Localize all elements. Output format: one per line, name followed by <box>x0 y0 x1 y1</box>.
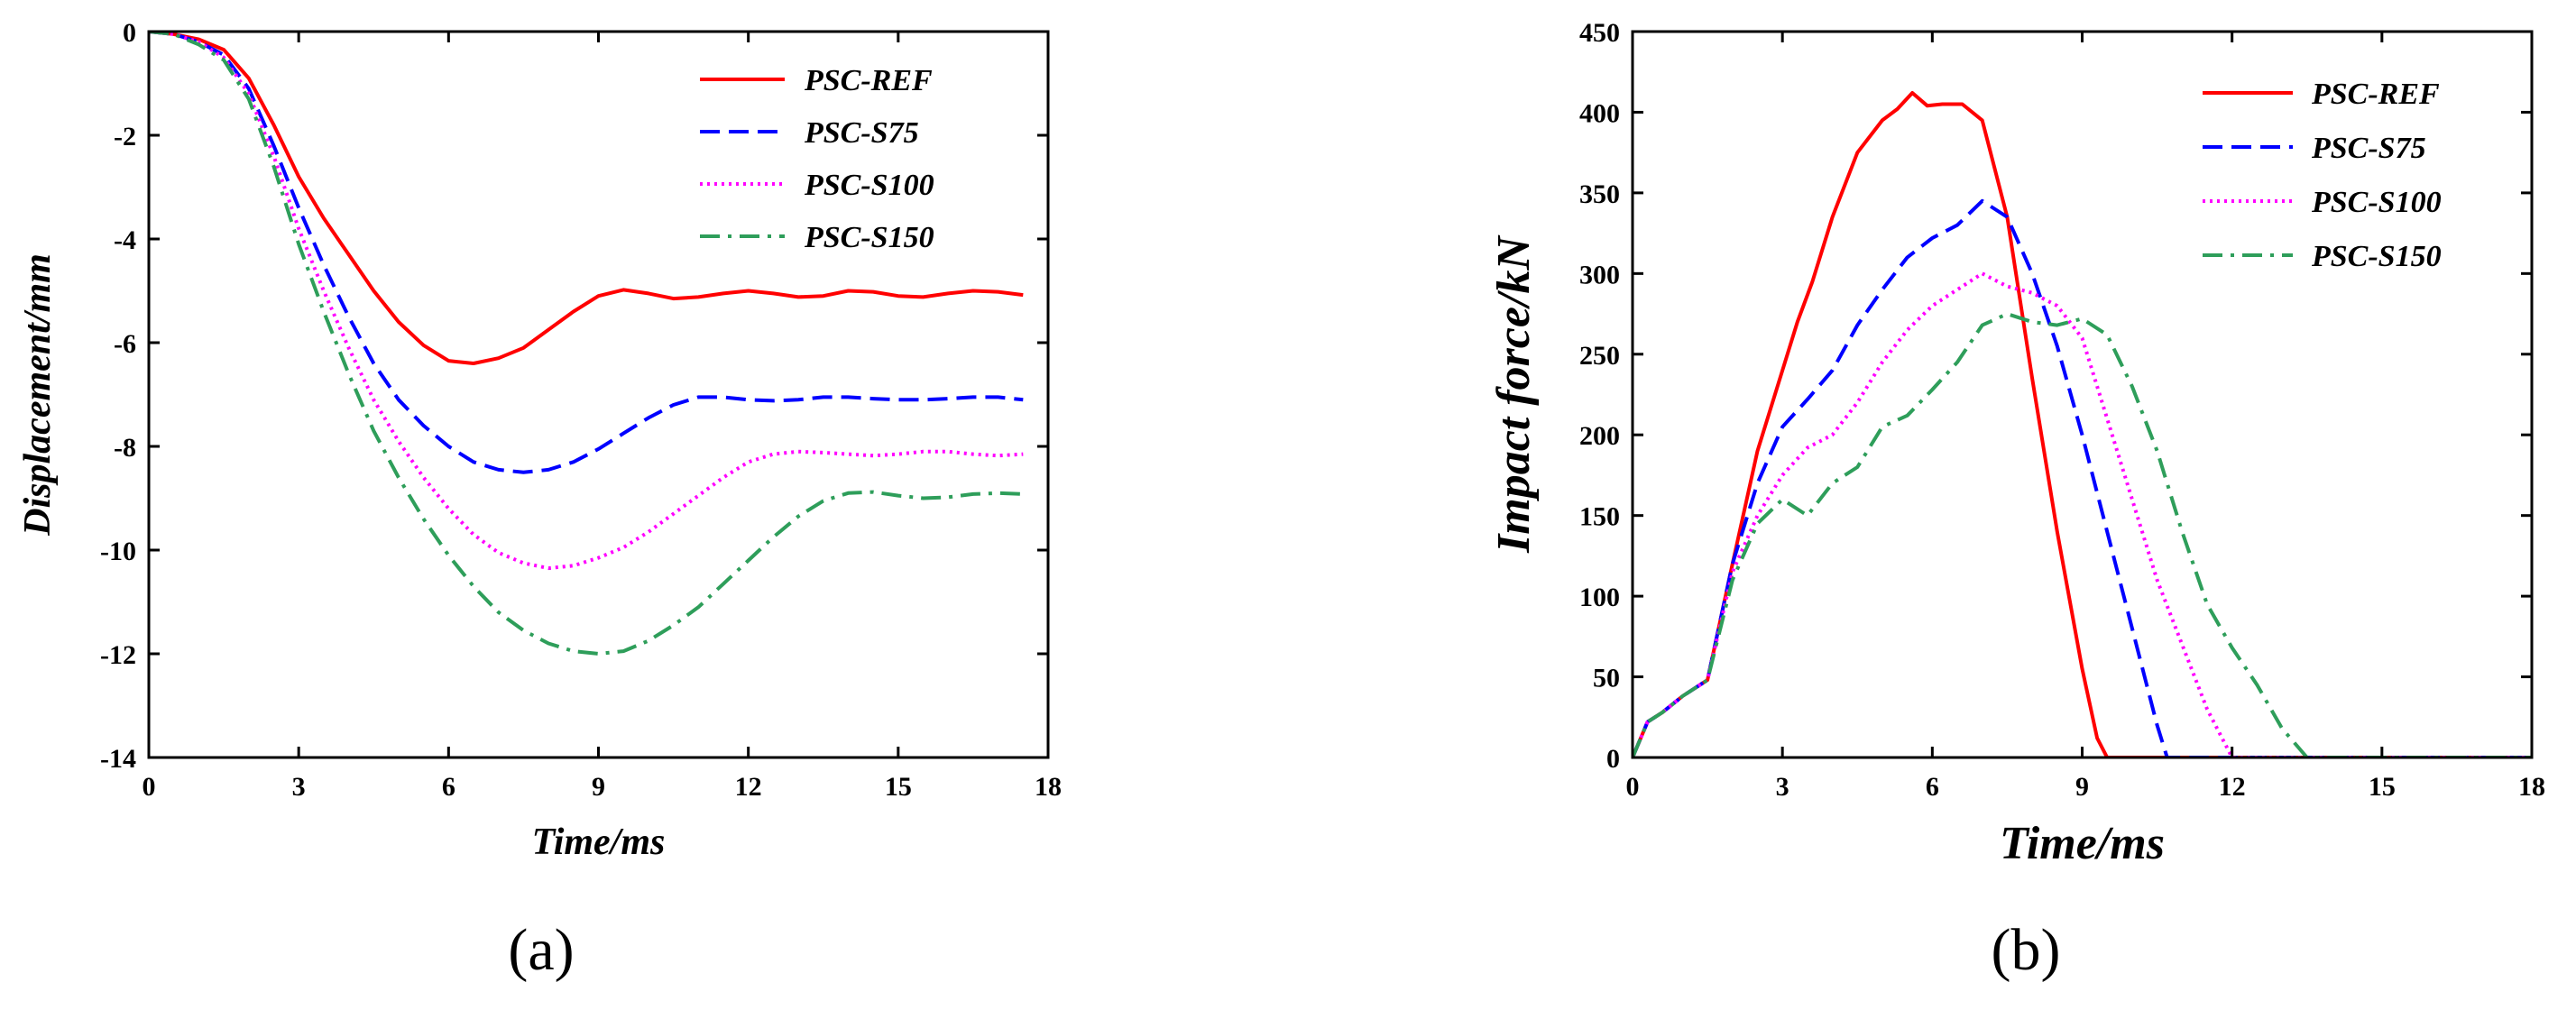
y-tick-label: 300 <box>1579 260 1620 289</box>
series-line-psc-s100 <box>149 32 1024 571</box>
x-tick-label: 6 <box>1926 772 1939 802</box>
x-tick-label: 18 <box>2518 772 2545 802</box>
x-tick-label: 0 <box>143 772 156 802</box>
legend-label-psc-s150: PSC-S150 <box>804 221 934 254</box>
x-tick-label: 18 <box>1035 772 1062 802</box>
y-tick-label: 0 <box>1606 744 1620 774</box>
y-tick-label: -4 <box>114 225 136 255</box>
y-tick-label: -14 <box>100 744 136 774</box>
legend-label-psc-s75: PSC-S75 <box>804 116 919 150</box>
x-axis-label: Time/ms <box>2000 818 2165 869</box>
y-tick-label: -10 <box>100 537 136 566</box>
y-tick-label: 50 <box>1593 664 1620 693</box>
x-tick-label: 9 <box>2075 772 2089 802</box>
legend-label-psc-ref: PSC-REF <box>804 64 933 97</box>
series-line-psc-s150 <box>1633 312 2532 757</box>
x-tick-label: 9 <box>592 772 605 802</box>
x-tick-label: 15 <box>2369 772 2396 802</box>
chart-b: 0 3 6 9 12 15 18 0 50 100 150 200 250 300 350 400 450 Tim… <box>1488 18 2545 983</box>
legend-label-psc-s100: PSC-S100 <box>2311 186 2442 219</box>
y-tick-label: -2 <box>114 122 136 151</box>
y-tick-label: 450 <box>1579 18 1620 48</box>
x-tick-label: 0 <box>1626 772 1640 802</box>
y-tick-label: -8 <box>114 433 136 463</box>
y-tick-label: 0 <box>123 18 136 48</box>
y-axis-label: Impact force/kN <box>1488 234 1540 554</box>
panel-label: (a) <box>508 917 574 983</box>
legend-label-psc-s75: PSC-S75 <box>2311 132 2426 165</box>
y-tick-label: 100 <box>1579 583 1620 612</box>
x-tick-label: 12 <box>735 772 762 802</box>
x-tick-label: 15 <box>885 772 912 802</box>
legend-label-psc-ref: PSC-REF <box>2311 78 2440 111</box>
chart-a: 0 3 6 9 12 15 18 0 -2 -4 -6 -8 -10 -12 -14 Time/ms Displ… <box>17 18 1062 983</box>
x-tick-label: 3 <box>292 772 306 802</box>
y-tick-label: -12 <box>100 640 136 670</box>
legend-label-psc-s150: PSC-S150 <box>2311 240 2442 273</box>
y-tick-label: 150 <box>1579 502 1620 532</box>
x-tick-label: 6 <box>442 772 455 802</box>
y-axis-label: Displacement/mm <box>17 253 59 537</box>
series-line-psc-s150 <box>149 32 1024 656</box>
legend: PSC-REF PSC-S75 PSC-S100 PSC-S150 <box>700 64 934 254</box>
x-tick-label: 12 <box>2219 772 2246 802</box>
series-line-psc-s75 <box>1633 198 2532 757</box>
legend-label-psc-s100: PSC-S100 <box>804 169 934 202</box>
y-tick-label: -6 <box>114 329 136 359</box>
y-tick-label: 250 <box>1579 341 1620 371</box>
y-tick-label: 400 <box>1579 98 1620 128</box>
series-line-psc-ref <box>149 32 1024 365</box>
legend: PSC-REF PSC-S75 PSC-S100 PSC-S150 <box>2203 78 2442 273</box>
y-tick-label: 350 <box>1579 179 1620 209</box>
y-tick-label: 200 <box>1579 421 1620 451</box>
series-line-psc-s75 <box>149 32 1024 474</box>
panel-label: (b) <box>1992 917 2061 983</box>
x-tick-label: 3 <box>1776 772 1789 802</box>
x-axis-label: Time/ms <box>532 822 666 863</box>
